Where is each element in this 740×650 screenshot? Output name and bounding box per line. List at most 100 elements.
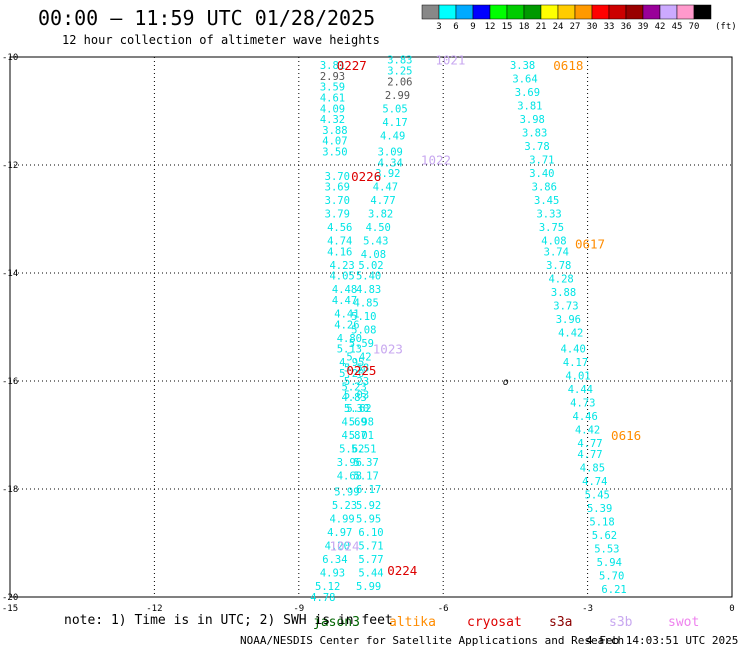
pass-label: 1022 <box>421 153 451 168</box>
swh-value: 3.88 <box>322 125 347 137</box>
swh-value: 5.08 <box>351 325 376 337</box>
swh-value: 5.62 <box>346 403 371 415</box>
swh-value: 4.74 <box>582 476 607 488</box>
swh-value: 4.97 <box>327 527 352 539</box>
x-tick-label: -6 <box>438 604 449 614</box>
swh-value: 3.74 <box>544 246 569 258</box>
swh-value: 2.06 <box>387 76 412 88</box>
swh-value: 3.83 <box>387 55 412 67</box>
swh-value: 5.01 <box>349 430 374 442</box>
swh-value: 4.68 <box>337 471 362 483</box>
swh-value: 6.17 <box>356 484 381 496</box>
pass-label: 1023 <box>373 342 403 357</box>
pass-label: 0227 <box>337 58 367 73</box>
y-tick-label: -18 <box>2 485 18 495</box>
swh-value: 6.34 <box>322 554 347 566</box>
color-scale-swatch <box>608 4 627 20</box>
swh-value: 4.95 <box>339 357 364 369</box>
swh-value: 3.71 <box>529 155 554 167</box>
swh-value: 4.77 <box>370 195 395 207</box>
color-scale-unit: (ft) <box>715 22 737 32</box>
swh-value: 4.01 <box>565 371 590 383</box>
swh-value: 4.85 <box>580 462 605 474</box>
color-scale-swatch <box>625 4 644 20</box>
swh-value: 3.38 <box>510 60 535 72</box>
swh-value: 4.83 <box>342 392 367 404</box>
color-scale-label: 15 <box>502 22 513 32</box>
color-scale-swatch <box>591 4 610 20</box>
swh-value: 4.80 <box>337 333 362 345</box>
y-tick-label: -12 <box>2 161 18 171</box>
swh-value: 4.78 <box>310 592 335 604</box>
color-scale-label: 45 <box>672 22 683 32</box>
swh-value: 5.95 <box>356 514 381 526</box>
swh-value: 4.99 <box>329 514 354 526</box>
color-scale-swatch <box>472 4 491 20</box>
swh-value: 3.69 <box>515 87 540 99</box>
swh-value: 5.98 <box>349 417 374 429</box>
swh-value: 5.53 <box>594 543 619 555</box>
pass-label: 0224 <box>387 563 417 578</box>
swh-value: 5.58 <box>344 363 369 375</box>
swh-value: 3.79 <box>325 209 350 221</box>
swh-value: 3.82 <box>368 209 393 221</box>
swh-value: 3.33 <box>536 209 561 221</box>
color-scale-label: 70 <box>689 22 700 32</box>
color-scale-label: 36 <box>621 22 632 32</box>
color-scale-swatch <box>421 4 440 20</box>
color-scale-swatch <box>574 4 593 20</box>
color-scale-label: 39 <box>638 22 649 32</box>
swh-value: 3.75 <box>539 222 564 234</box>
credit-line: NOAA/NESDIS Center for Satellite Applica… <box>240 634 625 647</box>
swh-value: 3.81 <box>320 60 345 72</box>
swh-value: 4.17 <box>563 357 588 369</box>
swh-value: 3.70 <box>325 171 350 183</box>
swh-value: 4.34 <box>378 157 403 169</box>
swh-value: 5.94 <box>597 557 622 569</box>
swh-value: 5.62 <box>592 530 617 542</box>
pass-label: 0226 <box>351 169 381 184</box>
swh-value: 5.17 <box>354 471 379 483</box>
color-scale-swatch <box>676 4 695 20</box>
chart-title: 00:00 – 11:59 UTC 01/28/2025 <box>38 6 376 30</box>
color-scale-label: 3 <box>436 22 441 32</box>
swh-value: 4.23 <box>329 260 354 272</box>
swh-value: 2.93 <box>320 71 345 83</box>
swh-value: 4.87 <box>342 430 367 442</box>
swh-value: 4.93 <box>320 568 345 580</box>
swh-value: 4.05 <box>329 271 354 283</box>
swh-value: 4.46 <box>573 411 598 423</box>
swh-value: 4.83 <box>356 284 381 296</box>
swh-value: 4.40 <box>561 344 586 356</box>
swh-value: 3.50 <box>322 147 347 159</box>
color-scale-swatch <box>438 4 457 20</box>
swh-value: 5.45 <box>585 489 610 501</box>
swh-value: 5.99 <box>356 581 381 593</box>
swh-value: 3.96 <box>556 314 581 326</box>
swh-value: 4.73 <box>570 398 595 410</box>
swh-value: 4.28 <box>548 273 573 285</box>
swh-value: 5.42 <box>346 352 371 364</box>
position-marker: o <box>503 377 509 388</box>
swh-value: 4.61 <box>320 93 345 105</box>
swh-value: 4.77 <box>577 449 602 461</box>
swh-value: 4.42 <box>575 425 600 437</box>
pass-label: 0225 <box>346 363 376 378</box>
legend-item-jason3: jason3 <box>313 615 360 630</box>
swh-value: 4.41 <box>334 309 359 321</box>
color-scale-label: 21 <box>536 22 547 32</box>
swh-value: 3.88 <box>551 287 576 299</box>
swh-value: 3.98 <box>520 114 545 126</box>
chart-subtitle: 12 hour collection of altimeter wave hei… <box>62 33 380 47</box>
swh-value: 3.40 <box>529 168 554 180</box>
legend-item-s3a: s3a <box>549 615 572 630</box>
swh-value: 5.77 <box>358 554 383 566</box>
x-tick-label: -12 <box>146 604 162 614</box>
y-tick-label: -20 <box>2 593 18 603</box>
swh-value: 6.10 <box>358 527 383 539</box>
color-scale-swatch <box>642 4 661 20</box>
legend-item-altika: altika <box>389 615 436 630</box>
pass-label: 0616 <box>611 428 641 443</box>
plot-frame <box>9 56 733 598</box>
